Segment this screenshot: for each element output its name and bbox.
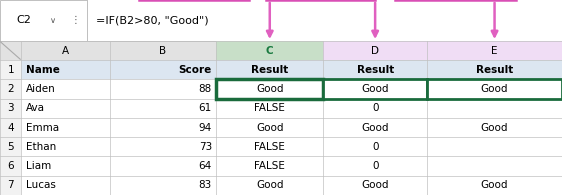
Text: 83: 83 (198, 180, 212, 190)
Text: 1: 1 (7, 65, 14, 75)
Text: Score: Score (179, 65, 212, 75)
Bar (0, 41, 562, 195)
Text: Ethan: Ethan (26, 142, 56, 152)
Bar (427, 80, 562, 99)
Text: Aiden: Aiden (26, 84, 56, 94)
Bar (0, 41, 21, 195)
Text: Result: Result (476, 65, 513, 75)
Text: C: C (266, 46, 274, 56)
Text: Liam: Liam (26, 161, 51, 171)
Text: Good: Good (256, 180, 283, 190)
Text: A: A (62, 46, 69, 56)
Text: D: D (371, 46, 379, 56)
Text: B: B (160, 46, 166, 56)
Text: 61: 61 (198, 103, 212, 113)
Text: Name: Name (26, 65, 60, 75)
Bar (216, 41, 323, 60)
Text: 7: 7 (7, 180, 14, 190)
Text: 73: 73 (198, 142, 212, 152)
Text: FALSE: FALSE (255, 161, 285, 171)
Text: C2: C2 (17, 15, 31, 26)
Bar (323, 41, 427, 60)
Text: 0: 0 (372, 161, 378, 171)
Text: Ava: Ava (26, 103, 45, 113)
Text: 4: 4 (7, 123, 14, 133)
Text: Good: Good (481, 180, 508, 190)
Bar (0, 41, 562, 60)
Bar (427, 41, 562, 60)
Text: Emma: Emma (26, 123, 59, 133)
Text: FALSE: FALSE (255, 142, 285, 152)
Text: Lucas: Lucas (26, 180, 56, 190)
Text: 88: 88 (198, 84, 212, 94)
Text: Good: Good (256, 84, 283, 94)
Text: E: E (491, 46, 498, 56)
Text: Result: Result (356, 65, 394, 75)
Text: 2: 2 (7, 84, 14, 94)
Text: ∨: ∨ (51, 16, 56, 25)
Text: Good: Good (481, 123, 508, 133)
Text: Good: Good (481, 84, 508, 94)
Bar (216, 80, 323, 99)
Text: FALSE: FALSE (255, 103, 285, 113)
Text: 0: 0 (372, 142, 378, 152)
Text: 6: 6 (7, 161, 14, 171)
Text: =IF(B2>80, "Good"): =IF(B2>80, "Good") (96, 15, 208, 26)
Bar (0, 0, 87, 41)
Text: Good: Good (361, 123, 389, 133)
Bar (21, 60, 562, 80)
Text: ⋮: ⋮ (71, 15, 81, 26)
Text: 3: 3 (7, 103, 14, 113)
Text: Result: Result (251, 65, 288, 75)
Text: Good: Good (256, 123, 283, 133)
Text: 0: 0 (372, 103, 378, 113)
Text: 5: 5 (7, 142, 14, 152)
Text: 64: 64 (198, 161, 212, 171)
Bar (323, 80, 427, 99)
Text: Good: Good (361, 180, 389, 190)
Text: 94: 94 (198, 123, 212, 133)
Text: Good: Good (361, 84, 389, 94)
